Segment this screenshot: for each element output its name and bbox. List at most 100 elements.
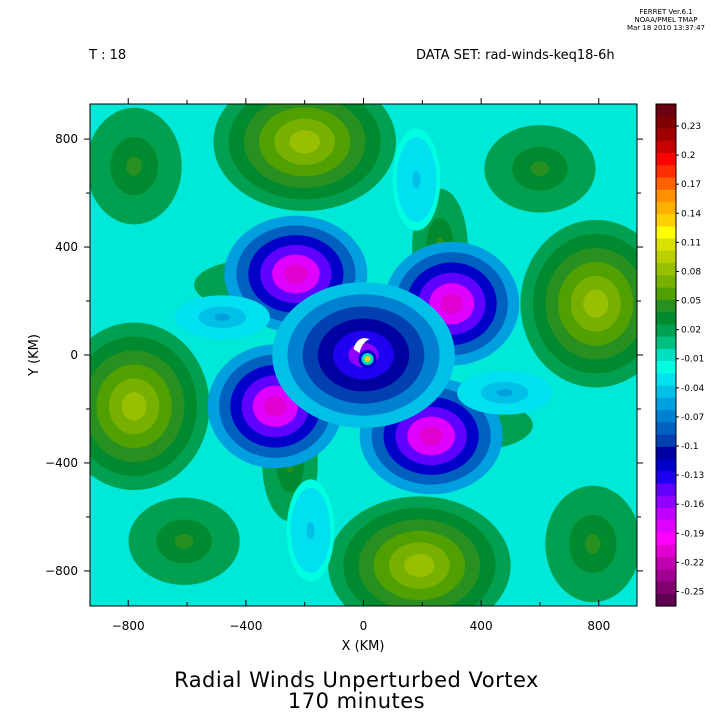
colorbar-swatch: [656, 201, 676, 215]
field-contour-blob: [264, 395, 287, 417]
field-contour-blob: [283, 264, 308, 284]
field-contour-blob: [214, 313, 231, 321]
field-contour-blob: [174, 533, 194, 549]
timestep-label: T : 18: [89, 48, 127, 63]
colorbar-swatch: [656, 385, 676, 399]
field-contour-blob: [584, 534, 601, 554]
y-axis-label: Y (KM): [27, 334, 42, 377]
colorbar-swatch: [656, 226, 676, 240]
colorbar-swatch: [656, 520, 676, 534]
field-contour-blob: [126, 156, 143, 176]
colorbar-swatch: [656, 238, 676, 252]
colorbar-label: 0.05: [681, 297, 701, 307]
colorbar-swatch: [656, 324, 676, 338]
colorbar-frame: [655, 103, 677, 607]
stamp-line-3: Mar 18 2010 13:37:47: [626, 24, 705, 32]
colorbar-label: -0.13: [681, 471, 704, 481]
colorbar-label: 0.11: [681, 238, 701, 248]
x-tick-label: −400: [229, 619, 262, 633]
colorbar-swatch: [656, 287, 676, 301]
chart-subtitle: 170 minutes: [287, 689, 426, 713]
field-contour-blob: [530, 161, 550, 177]
colorbar-swatch: [656, 348, 676, 362]
colorbar-swatch: [656, 373, 676, 387]
stamp-line-2: NOAA/PMEL TMAP: [634, 16, 698, 24]
colorbar-swatch: [656, 177, 676, 191]
colorbar-label: -0.19: [681, 529, 705, 539]
colorbar-swatch: [656, 471, 676, 485]
y-tick-label: 800: [55, 132, 78, 146]
y-tick-label: −400: [45, 456, 78, 470]
colorbar-swatch: [656, 140, 676, 154]
x-tick-label: 800: [587, 619, 610, 633]
colorbar-label: 0.17: [681, 180, 701, 190]
field-contour-blob: [121, 392, 147, 421]
colorbar-swatch: [656, 275, 676, 289]
field-contour-blob: [440, 293, 463, 315]
field-contour-blob: [306, 521, 315, 539]
colorbar-swatch: [656, 263, 676, 277]
colorbar-swatch: [656, 508, 676, 521]
colorbar-label: -0.16: [681, 500, 705, 510]
colorbar-swatch: [656, 495, 676, 509]
field-contour-blob: [496, 389, 513, 397]
heatmap-field: [90, 104, 637, 606]
axes: −800 −400 0 400 800 −800 −400 0 400 800: [45, 98, 643, 633]
field-contour-blob: [289, 130, 320, 154]
y-tick-label: −800: [45, 564, 78, 578]
field-contour-blob: [583, 289, 609, 318]
vortex-missing-data: [353, 338, 370, 353]
colorbar-label: -0.07: [681, 413, 704, 423]
colorbar-label: 0.08: [681, 267, 701, 277]
colorbar-swatch: [656, 312, 676, 325]
x-tick-label: 0: [360, 619, 368, 633]
colorbar-swatch: [656, 397, 676, 411]
colorbar-swatch: [656, 434, 676, 448]
colorbar-swatch: [656, 104, 676, 117]
vortex-core: [364, 356, 371, 362]
x-tick-label: 400: [470, 619, 493, 633]
colorbar-swatch: [656, 569, 676, 583]
colorbar-label: -0.25: [681, 587, 704, 597]
colorbar-swatch: [656, 422, 676, 436]
colorbar-label: -0.01: [681, 355, 704, 365]
colorbar-swatch: [656, 152, 676, 166]
y-tick-label: 0: [70, 348, 78, 362]
colorbar-swatch: [656, 336, 676, 350]
colorbar-label: 0.23: [681, 122, 701, 132]
colorbar-label: -0.04: [681, 384, 705, 394]
colorbar-label: 0.2: [681, 151, 695, 161]
x-tick-label: −800: [112, 619, 145, 633]
colorbar-swatch: [656, 165, 676, 179]
colorbar-swatch: [656, 410, 676, 423]
colorbar-label: -0.22: [681, 558, 704, 568]
colorbar-swatch: [656, 128, 676, 142]
y-tick-label: 400: [55, 240, 78, 254]
stamp-line-1: FERRET Ver.6.1: [639, 8, 693, 16]
colorbar-swatch: [656, 299, 676, 313]
field-contour-blob: [412, 171, 421, 189]
chart-title: Radial Winds Unperturbed Vortex: [174, 668, 539, 692]
colorbar-swatch: [656, 116, 676, 130]
field-contour-blob: [419, 426, 444, 446]
field-contour-blob: [404, 554, 435, 578]
colorbar-label: 0.02: [681, 326, 701, 336]
colorbar-swatch: [656, 189, 676, 203]
colorbar-swatch: [656, 361, 676, 374]
colorbar: 0.23 0.2 0.17 0.14 0.11 0.08 0.05 0.02 -0.01 -0.0…: [655, 103, 705, 607]
x-axis-label: X (KM): [342, 639, 385, 654]
colorbar-label: -0.1: [681, 442, 699, 452]
colorbar-swatch: [656, 581, 676, 595]
colorbar-swatch: [656, 532, 676, 546]
colorbar-label: 0.14: [681, 209, 701, 219]
colorbar-swatch: [656, 544, 676, 558]
colorbar-swatch: [656, 214, 676, 228]
colorbar-swatch: [656, 483, 676, 497]
colorbar-swatch: [656, 557, 676, 570]
colorbar-swatch: [656, 446, 676, 460]
ferret-stamp: FERRET Ver.6.1 NOAA/PMEL TMAP Mar 18 201…: [627, 8, 705, 32]
colorbar-swatch: [656, 250, 676, 264]
colorbar-swatch: [656, 459, 676, 472]
colorbar-swatch: [656, 593, 676, 607]
